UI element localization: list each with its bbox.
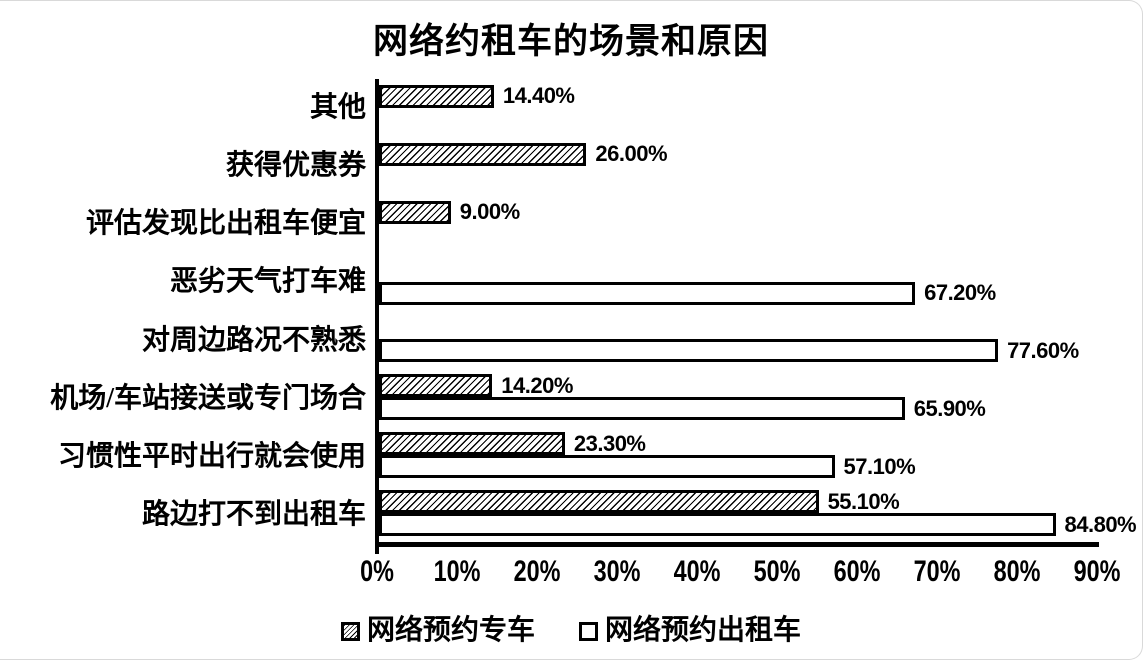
x-axis-tick-label: 0% — [360, 555, 394, 588]
x-axis-tick-label: 90% — [1073, 555, 1121, 588]
x-axis-tick-label: 30% — [593, 555, 641, 588]
x-axis-tick-label: 40% — [673, 555, 721, 588]
bar-slot-premium-car: 55.10% — [379, 488, 1097, 514]
bar-slot-online-taxi: 84.80% — [379, 513, 1137, 537]
bar-slot-online-taxi: 67.20% — [379, 280, 1097, 306]
bar-slot-premium-car: 14.20% — [379, 372, 1097, 398]
bar-row: 26.00% — [379, 137, 1097, 195]
category-label: 评估发现比出租车便宜 — [85, 208, 366, 240]
bar-slot-premium-car: 23.30% — [379, 430, 1097, 456]
x-axis-ticks: 0% 10% 20% 30% 40% 50% 60% 70% 80% 90% — [360, 555, 1120, 591]
bar-value-label: 26.00% — [595, 141, 668, 167]
bar-slot-online-taxi: 77.60% — [379, 337, 1097, 363]
bar-slot-premium-car: 14.40% — [379, 83, 1097, 109]
bar-premium-car — [379, 432, 565, 456]
bar-online-taxi — [379, 455, 835, 479]
legend-swatch-online-taxi — [579, 621, 598, 641]
category-label: 对周边路况不熟悉 — [141, 324, 366, 356]
legend-swatch-premium-car — [340, 621, 360, 641]
category-label: 习惯性平时出行就会使用 — [57, 440, 366, 472]
bar-slot-online-taxi — [379, 166, 1097, 189]
bar-row: 55.10% 84.80% — [379, 484, 1137, 542]
bar-online-taxi — [379, 513, 1056, 537]
category-label: 机场/车站接送或专门场合 — [50, 382, 366, 414]
bar-value-label: 9.00% — [459, 199, 520, 225]
legend-label: 网络预约出租车 — [605, 615, 802, 646]
legend-item-online-taxi: 网络预约出租车 — [579, 617, 801, 645]
bar-premium-car — [379, 200, 451, 224]
x-axis-tick-label: 50% — [753, 555, 801, 588]
x-axis-line — [375, 542, 1099, 547]
x-axis-tick-label: 20% — [513, 555, 561, 588]
y-axis-line — [375, 79, 379, 554]
category-label: 恶劣天气打车难 — [169, 266, 366, 298]
bar-row: 14.40% — [379, 79, 1097, 137]
bar-value-label: 14.20% — [501, 372, 573, 398]
legend-label: 网络预约专车 — [366, 615, 535, 646]
bar-premium-car — [379, 84, 494, 108]
category-label: 获得优惠券 — [225, 150, 366, 182]
legend-item-premium-car: 网络预约专车 — [340, 615, 535, 646]
bar-premium-car — [379, 374, 493, 398]
legend: 网络预约专车 网络预约出租车 — [0, 613, 1142, 649]
bar-slot-online-taxi: 57.10% — [379, 453, 1097, 479]
bar-row: 14.20% 65.90% — [379, 368, 1097, 426]
plot-area: 14.40% 26.00% 9.00% 67.20% 77.60% 14.20% 65.90… — [379, 79, 1137, 542]
bar-value-label: 55.10% — [827, 488, 900, 514]
bar-value-label: 77.60% — [1007, 337, 1079, 363]
bar-slot-online-taxi: 65.90% — [379, 395, 1097, 421]
bar-value-label: 84.80% — [1064, 511, 1137, 537]
category-axis-labels: 其他获得优惠券评估发现比出租车便宜恶劣天气打车难对周边路况不熟悉机场/车站接送或… — [0, 79, 366, 544]
category-label: 路边打不到出租车 — [141, 498, 366, 530]
bar-value-label: 65.90% — [913, 395, 986, 421]
bar-value-label: 14.40% — [502, 83, 575, 109]
bar-online-taxi — [379, 339, 999, 363]
x-axis-tick-label: 80% — [993, 555, 1041, 588]
bar-slot-online-taxi — [379, 108, 1097, 131]
bar-online-taxi — [379, 397, 905, 421]
bar-slot-premium-car — [379, 259, 1097, 282]
bar-online-taxi — [379, 281, 916, 305]
bar-slot-premium-car: 26.00% — [379, 141, 1097, 167]
bar-value-label: 67.20% — [924, 280, 996, 306]
x-axis-tick-label: 10% — [433, 555, 481, 588]
bar-row: 67.20% — [379, 253, 1097, 311]
bar-slot-premium-car: 9.00% — [379, 199, 1097, 225]
bar-row: 77.60% — [379, 311, 1097, 369]
x-axis-tick-label: 70% — [913, 555, 961, 588]
bar-slot-premium-car — [379, 316, 1097, 339]
bar-row: 9.00% — [379, 195, 1097, 253]
bar-premium-car — [379, 490, 819, 514]
chart-title: 网络约租车的场景和原因 — [372, 22, 769, 61]
x-axis-tick-label: 60% — [833, 555, 881, 588]
bar-row: 23.30% 57.10% — [379, 426, 1097, 484]
bar-premium-car — [379, 142, 587, 166]
bar-slot-online-taxi — [379, 224, 1097, 247]
bar-value-label: 23.30% — [573, 430, 646, 456]
category-label: 其他 — [309, 92, 366, 124]
bar-value-label: 57.10% — [843, 453, 916, 479]
